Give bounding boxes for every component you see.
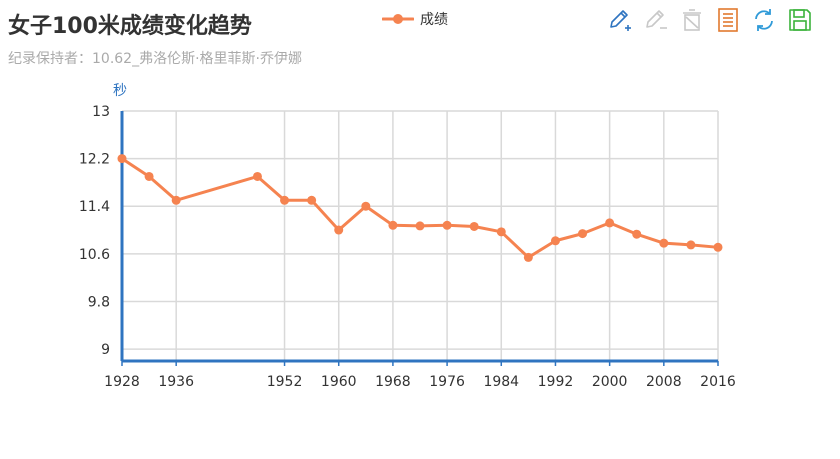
axes: 9 9.8 10.6 11.4 12.2 13 1928 1936 1952 1960 1968 19… [79,104,736,390]
y-tick-label: 10.6 [79,247,110,263]
series-line-layer [121,157,719,259]
data-point[interactable] [496,227,506,237]
y-axis-unit-label: 秒 [113,83,127,99]
x-tick-label: 2000 [592,374,628,390]
y-tick-label: 12.2 [79,152,110,168]
data-point[interactable] [171,195,181,205]
refresh-icon[interactable] [750,6,778,34]
x-tick-label: 1968 [375,374,411,390]
data-point[interactable] [659,238,669,248]
data-point[interactable] [578,229,588,239]
x-tick-label: 1928 [104,374,140,390]
x-tick-label: 1984 [483,374,519,390]
data-point[interactable] [252,171,262,181]
data-point[interactable] [469,221,479,231]
data-point[interactable] [523,252,533,262]
x-tick-label: 1936 [158,374,194,390]
x-tick-label: 1960 [321,374,357,390]
data-point[interactable] [442,220,452,230]
data-point[interactable] [605,218,615,228]
toolbox [606,6,814,34]
zoom-back-icon[interactable] [642,6,670,34]
y-tick-label: 13 [92,104,110,120]
data-point[interactable] [632,229,642,239]
restore-clear-icon[interactable] [678,6,706,34]
chart-title: 女子100米成绩变化趋势 [8,14,252,39]
data-point[interactable] [144,171,154,181]
x-tick-label: 1976 [429,374,465,390]
legend-item[interactable]: 成绩 [382,9,448,29]
legend-label: 成绩 [420,12,448,28]
x-tick-label: 2016 [700,374,736,390]
data-point[interactable] [361,201,371,211]
grid-lines [121,110,719,361]
data-point[interactable] [388,220,398,230]
data-point[interactable] [307,195,317,205]
data-point[interactable] [713,242,723,252]
y-tick-label: 9.8 [88,294,110,310]
x-tick-label: 2008 [646,374,682,390]
series-points [117,154,723,262]
save-image-icon[interactable] [786,6,814,34]
x-tick-label: 1992 [538,374,574,390]
y-tick-label: 9 [101,342,110,358]
data-point[interactable] [334,225,344,235]
data-point[interactable] [117,154,127,164]
data-point[interactable] [550,236,560,246]
data-point[interactable] [686,240,696,250]
legend-line-icon [382,14,414,24]
data-point[interactable] [415,221,425,231]
area-zoom-icon[interactable] [606,6,634,34]
data-view-icon[interactable] [714,6,742,34]
series-line [121,157,719,259]
data-point[interactable] [280,195,290,205]
chart-subtitle: 纪录保持者：10.62_弗洛伦斯·格里菲斯·乔伊娜 [8,51,302,67]
x-tick-label: 1952 [267,374,303,390]
y-tick-label: 11.4 [79,199,110,215]
